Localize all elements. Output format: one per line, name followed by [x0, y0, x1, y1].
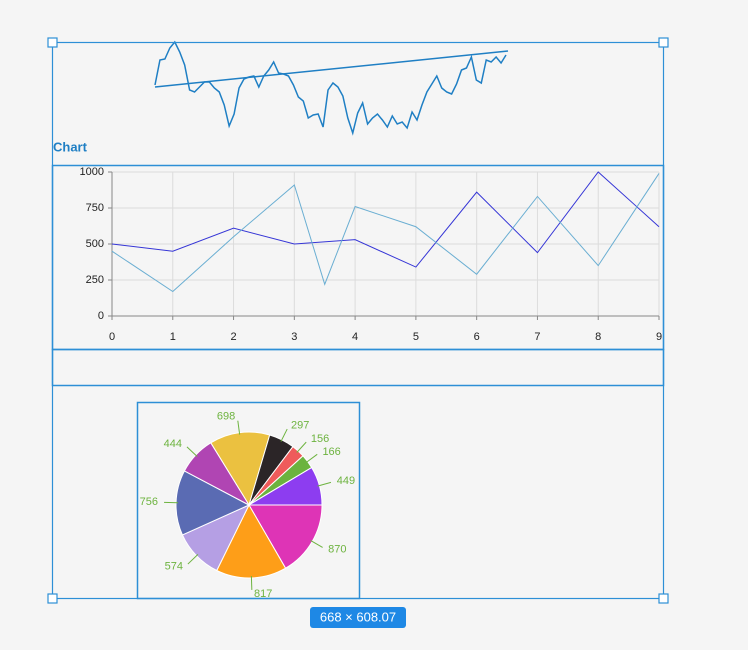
label-leader: [317, 481, 332, 487]
label-leader: [310, 540, 323, 548]
pie-label: 870: [328, 543, 346, 555]
pie-label: 166: [322, 446, 340, 458]
series-line: [111, 171, 660, 268]
label-leader: [305, 453, 318, 464]
size-badge-text: 668 × 608.07: [320, 609, 396, 624]
pie-label: 817: [254, 588, 272, 600]
y-tick-label: 1000: [80, 166, 104, 178]
pie-label: 297: [291, 419, 309, 431]
x-tick-label: 7: [534, 331, 540, 343]
y-tick-label: 500: [86, 238, 104, 250]
pie-label: 574: [165, 561, 183, 573]
handle[interactable]: [47, 593, 58, 604]
chart-label: Chart: [53, 139, 88, 154]
pie-label: 449: [337, 475, 355, 487]
x-tick-label: 6: [474, 331, 480, 343]
resize-handles[interactable]: [47, 37, 669, 604]
y-tick-label: 250: [86, 274, 104, 286]
x-tick-label: 4: [352, 331, 358, 343]
handle[interactable]: [658, 37, 669, 48]
size-badge: [310, 607, 406, 628]
x-tick-label: 3: [291, 331, 297, 343]
label-leader: [280, 428, 288, 442]
pie-label: 698: [217, 411, 235, 423]
pie-label: 756: [140, 496, 158, 508]
x-tick-label: 2: [230, 331, 236, 343]
sparkline: [154, 40, 507, 136]
label-leader: [237, 420, 241, 435]
y-tick-label: 0: [98, 310, 104, 322]
selection-frame[interactable]: [51, 41, 665, 600]
handle[interactable]: [658, 593, 669, 604]
label-leader: [187, 553, 199, 565]
pie-label: 156: [311, 433, 329, 445]
x-tick-label: 5: [413, 331, 419, 343]
label-leader: [296, 441, 307, 453]
series-line: [111, 173, 660, 293]
pie-label: 444: [164, 438, 182, 450]
x-tick-label: 0: [109, 331, 115, 343]
handle[interactable]: [47, 37, 58, 48]
x-tick-label: 8: [595, 331, 601, 343]
trend-line: [154, 50, 509, 88]
label-leader: [186, 446, 198, 457]
x-tick-label: 9: [656, 331, 662, 343]
x-tick-label: 1: [170, 331, 176, 343]
y-tick-label: 750: [86, 202, 104, 214]
